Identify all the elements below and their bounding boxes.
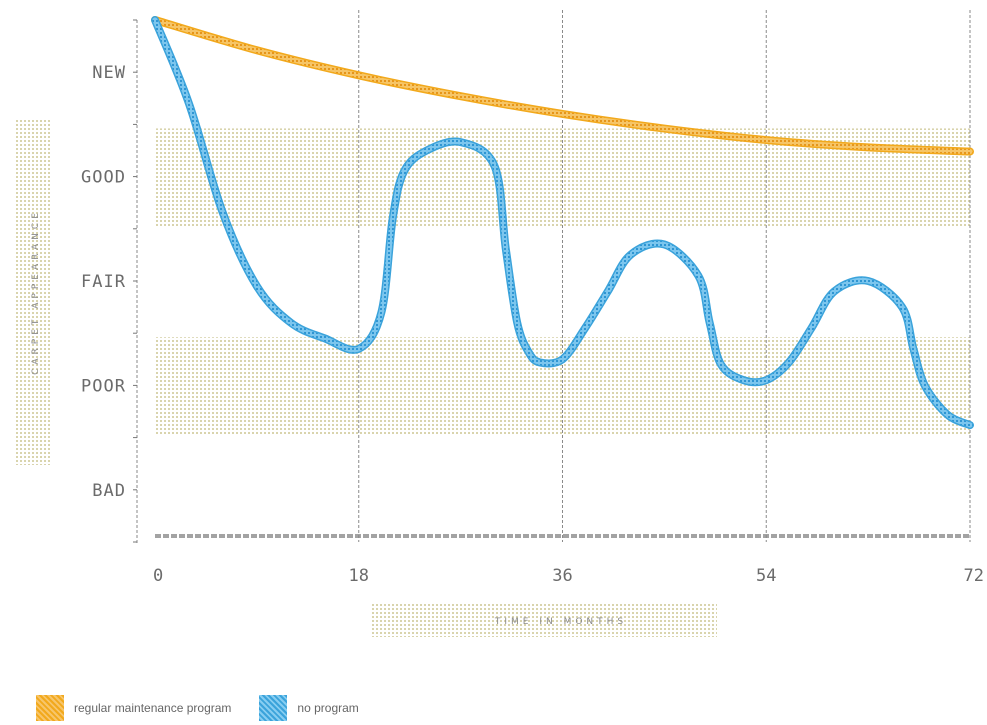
y-tick-label-new: NEW	[92, 63, 126, 83]
legend-item-no-program: no program	[259, 695, 359, 721]
vertical-gridlines	[358, 10, 971, 542]
x-axis-title: TIME IN MONTHS	[494, 617, 627, 627]
y-tick-label-poor: POOR	[81, 376, 126, 396]
series-lines	[151, 16, 974, 430]
y-tick-label-good: GOOD	[81, 168, 126, 188]
y-axis-title: CARPET APPEARANCE	[31, 209, 41, 375]
legend: regular maintenance program no program	[36, 695, 359, 721]
legend-swatch-blue	[259, 695, 288, 721]
legend-swatch-orange	[36, 695, 64, 721]
x-tick-label-54: 54	[756, 566, 776, 586]
x-axis: 0 18 36 54 72	[153, 566, 984, 586]
y-tick-label-fair: FAIR	[81, 272, 126, 292]
legend-item-regular-maintenance: regular maintenance program	[36, 695, 231, 721]
x-tick-label-36: 36	[552, 566, 572, 586]
y-axis: NEW GOOD FAIR POOR BAD	[81, 19, 138, 544]
series-line-texture	[152, 17, 973, 428]
x-tick-label-72: 72	[964, 566, 984, 586]
legend-label-no-program: no program	[297, 701, 359, 715]
x-tick-label-0: 0	[153, 566, 163, 586]
y-tick-label-bad: BAD	[92, 481, 126, 501]
x-tick-label-18: 18	[349, 566, 369, 586]
x-axis-title-background	[372, 603, 717, 637]
y-axis-title-background	[14, 120, 52, 465]
series-line-texture	[152, 17, 973, 155]
legend-label-regular-maintenance: regular maintenance program	[74, 701, 232, 715]
